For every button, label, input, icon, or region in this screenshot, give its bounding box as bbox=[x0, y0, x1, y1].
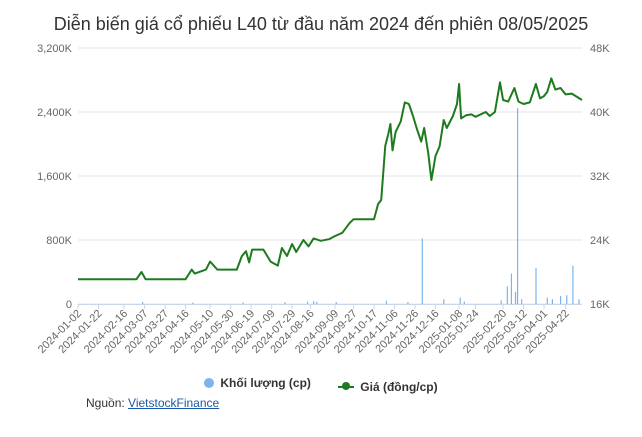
legend-item-price[interactable]: Giá (đồng/cp) bbox=[338, 380, 438, 394]
volume-bar bbox=[506, 286, 508, 304]
price-line bbox=[78, 77, 583, 281]
legend-volume-label: Khối lượng (cp) bbox=[220, 376, 311, 390]
y-left-tick-label: 800K bbox=[46, 235, 72, 247]
volume-bar bbox=[578, 299, 580, 304]
volume-bar bbox=[284, 302, 286, 304]
volume-bar bbox=[407, 302, 409, 304]
source-link[interactable]: VietstockFinance bbox=[128, 396, 220, 410]
volume-bar bbox=[192, 302, 194, 304]
chart-title: Diễn biến giá cổ phiếu L40 từ đầu năm 20… bbox=[53, 14, 589, 34]
volume-bar bbox=[142, 302, 144, 304]
volume-bar bbox=[500, 300, 502, 304]
price-line-layer bbox=[78, 77, 583, 281]
legend-price-marker-icon bbox=[338, 382, 355, 390]
volume-bar bbox=[463, 301, 465, 304]
legend: Khối lượng (cp) Giá (đồng/cp) bbox=[0, 376, 642, 394]
y-right-tick-label: 40K bbox=[590, 107, 610, 119]
y-left-tick-label: 0 bbox=[66, 299, 72, 311]
y-right-tick-label: 24K bbox=[590, 235, 610, 247]
volume-bar bbox=[306, 301, 309, 304]
volume-bar bbox=[514, 292, 517, 304]
axis-layer: 0800K1,600K2,400K3,200K16K24K32K40K48K20… bbox=[36, 43, 610, 356]
volume-bar bbox=[572, 265, 574, 304]
volume-bar bbox=[559, 296, 562, 304]
grid-layer bbox=[78, 47, 582, 305]
volume-bar bbox=[385, 300, 388, 304]
y-left-tick-label: 1,600K bbox=[37, 171, 73, 183]
y-left-tick-label: 3,200K bbox=[37, 43, 73, 55]
volume-bar bbox=[551, 299, 553, 304]
volume-bar bbox=[421, 238, 423, 304]
legend-volume-marker-icon bbox=[204, 378, 215, 388]
legend-item-volume[interactable]: Khối lượng (cp) bbox=[204, 376, 311, 390]
volume-bar bbox=[316, 301, 318, 304]
volume-bars bbox=[142, 108, 580, 304]
volume-bar bbox=[516, 108, 519, 304]
y-right-tick-label: 32K bbox=[590, 171, 610, 183]
source-label: Nguồn: bbox=[86, 396, 125, 410]
volume-bar bbox=[335, 302, 337, 304]
volume-bar bbox=[313, 301, 315, 304]
volume-bar bbox=[510, 273, 513, 304]
volume-bar bbox=[242, 302, 244, 304]
y-left-tick-label: 2,400K bbox=[37, 107, 73, 119]
volume-bar bbox=[459, 297, 461, 304]
volume-bar bbox=[546, 297, 548, 304]
volume-bar bbox=[443, 299, 445, 304]
volume-bar bbox=[535, 268, 537, 304]
source-note: Nguồn: VietstockFinance bbox=[86, 396, 219, 410]
y-right-tick-label: 16K bbox=[590, 299, 610, 311]
volume-bar bbox=[521, 299, 523, 304]
volume-bar bbox=[566, 295, 568, 304]
y-right-tick-label: 48K bbox=[590, 43, 610, 55]
legend-price-label: Giá (đồng/cp) bbox=[360, 380, 438, 394]
